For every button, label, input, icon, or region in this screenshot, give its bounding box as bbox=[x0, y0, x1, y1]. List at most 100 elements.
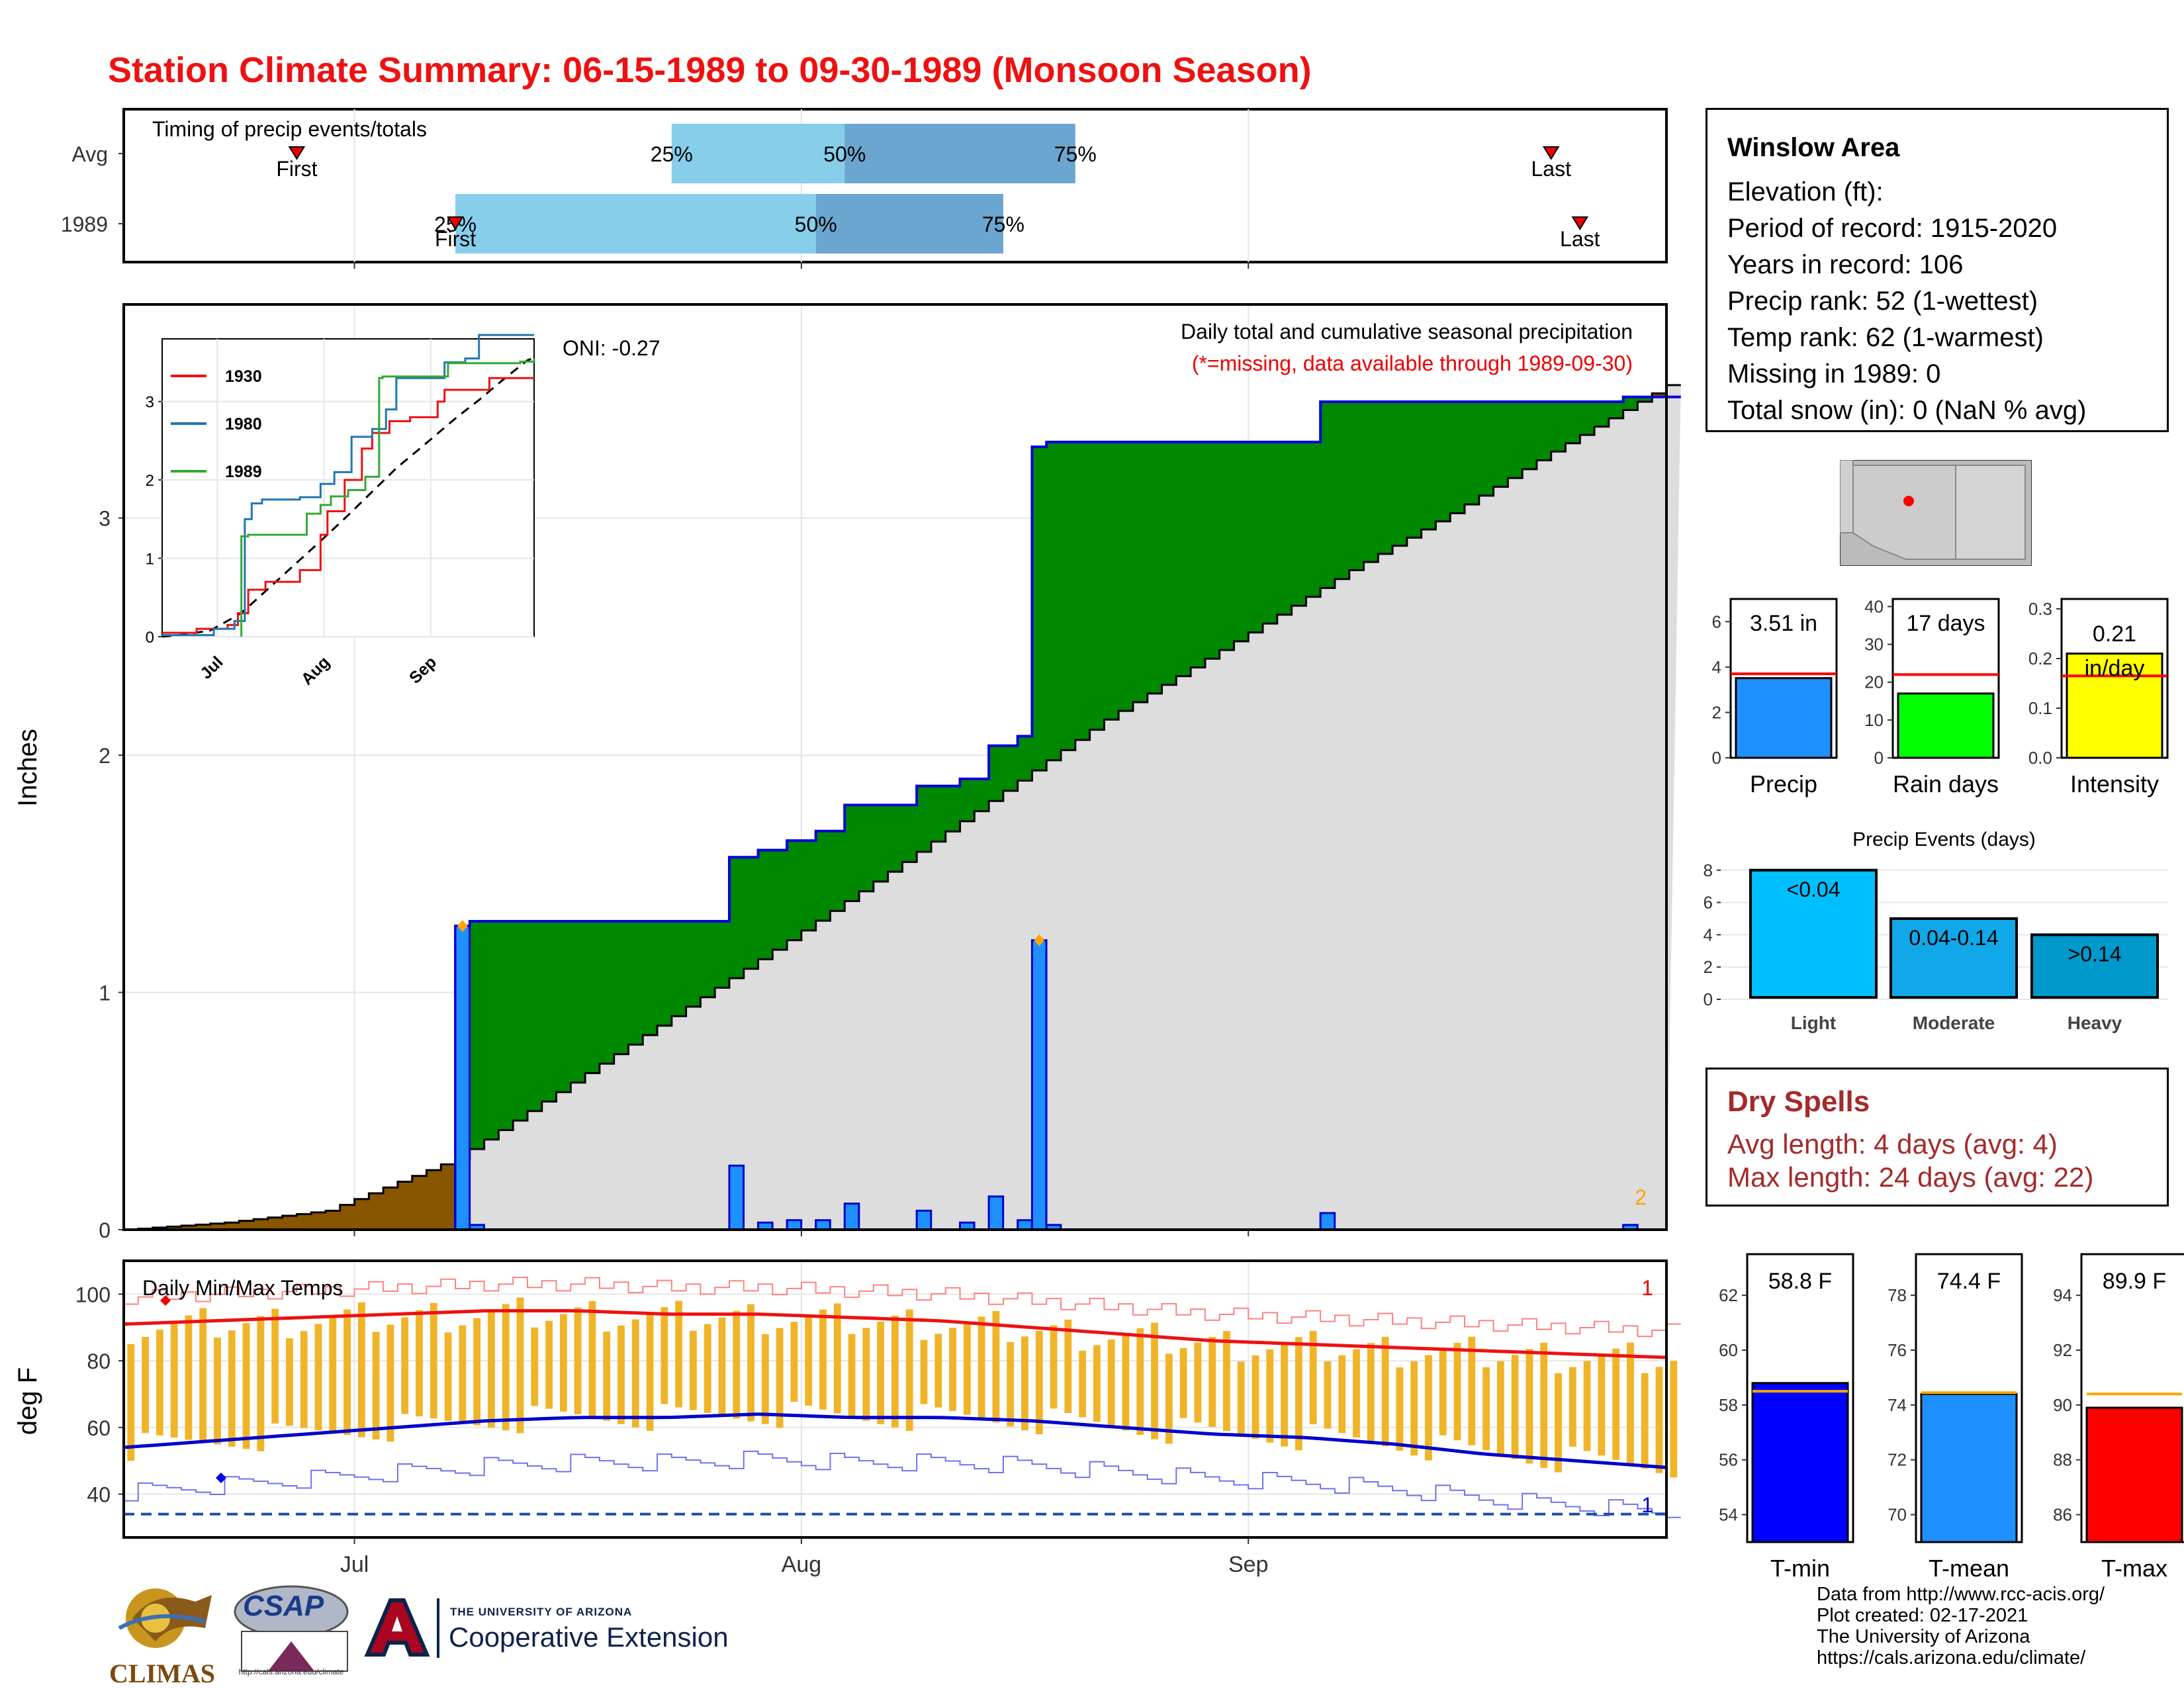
temp-bar-ytick-label: 72 bbox=[1888, 1450, 1907, 1470]
daily-temp-bar bbox=[357, 1302, 365, 1438]
climas-wordmark: CLIMAS bbox=[109, 1659, 216, 1688]
daily-precip-bar bbox=[1017, 1219, 1033, 1231]
daily-temp-bar bbox=[1251, 1355, 1259, 1439]
daily-temp-bar bbox=[848, 1334, 856, 1418]
daily-temp-bar bbox=[675, 1301, 683, 1408]
temp-bar-name: T-min bbox=[1770, 1555, 1830, 1582]
surplus-area bbox=[815, 831, 831, 921]
timing-p25-label: 25% bbox=[651, 142, 693, 166]
footer-url: https://cals.arizona.edu/climate/ bbox=[1817, 1647, 2086, 1668]
csap-cloud-icon: http://cals.arizona.edu/climate bbox=[234, 1585, 349, 1676]
mini-bar-value bbox=[2066, 653, 2163, 759]
surplus-area bbox=[743, 857, 759, 969]
daily-temp-bar bbox=[776, 1328, 784, 1428]
temp-ytick-label: 60 bbox=[87, 1416, 111, 1440]
surplus-area bbox=[1608, 401, 1624, 419]
daily-temp-bar bbox=[1641, 1373, 1649, 1469]
surplus-area bbox=[1320, 401, 1336, 588]
deficit-area bbox=[253, 1219, 269, 1230]
surplus-area bbox=[1392, 401, 1408, 546]
timing-p75-label: 75% bbox=[982, 212, 1024, 236]
daily-temp-bar bbox=[646, 1313, 654, 1431]
daily-temp-bar bbox=[1670, 1361, 1678, 1478]
deficit-area bbox=[239, 1220, 254, 1230]
temp-bar-ytick-label: 78 bbox=[1888, 1285, 1907, 1305]
temp-ytick-label: 40 bbox=[87, 1483, 111, 1507]
timing-p75-label: 75% bbox=[1054, 142, 1097, 166]
record-marker bbox=[457, 920, 468, 933]
surplus-area bbox=[1565, 401, 1580, 443]
daily-temp-bar bbox=[343, 1309, 351, 1436]
timing-bar-50-75 bbox=[844, 124, 1075, 183]
daily-temp-bar bbox=[1281, 1343, 1288, 1447]
daily-temp-bar bbox=[1237, 1361, 1245, 1436]
daily-precip-bar bbox=[1030, 939, 1048, 1231]
temp-bar-ytick-label: 60 bbox=[1719, 1340, 1738, 1360]
daily-temp-bar bbox=[747, 1304, 754, 1422]
surplus-area bbox=[1017, 736, 1032, 781]
avg-cumulative-line bbox=[124, 384, 1681, 1231]
daily-temp-bar bbox=[819, 1309, 827, 1410]
station-info-box: Winslow Area Elevation (ft): Period of re… bbox=[1706, 108, 2169, 432]
inset-avg-line bbox=[161, 357, 535, 638]
temp-bar-ytick-label: 94 bbox=[2053, 1285, 2072, 1305]
daily-temp-bar bbox=[1223, 1331, 1230, 1432]
surplus-area bbox=[960, 778, 975, 821]
dry-spells-box: Dry Spells Avg length: 4 days (avg: 4) M… bbox=[1706, 1068, 2169, 1207]
deficit-area bbox=[1652, 393, 1667, 397]
daily-temp-bar bbox=[1064, 1319, 1072, 1413]
daily-temp-bar bbox=[1309, 1330, 1317, 1425]
daily-temp-bar bbox=[314, 1324, 322, 1431]
inset-ytick-label: 0 bbox=[146, 629, 154, 647]
station-info-line: Precip rank: 52 (1-wettest) bbox=[1727, 287, 2038, 316]
daily-temp-bar bbox=[228, 1330, 236, 1447]
temp-bar-value-label: 58.8 F bbox=[1768, 1269, 1832, 1294]
daily-temp-bar bbox=[1007, 1342, 1015, 1427]
mini-bar-ytick-label: 2 bbox=[1712, 702, 1721, 722]
surplus-area bbox=[772, 850, 788, 950]
deficit-area bbox=[210, 1223, 225, 1230]
deficit-area bbox=[224, 1222, 240, 1230]
surplus-area bbox=[1580, 401, 1595, 435]
deficit-area bbox=[340, 1205, 355, 1230]
surplus-area bbox=[1118, 441, 1134, 711]
temp-bar-name: T-mean bbox=[1929, 1555, 2009, 1582]
station-info-line: Period of record: 1915-2020 bbox=[1727, 214, 2058, 243]
station-name: Winslow Area bbox=[1727, 133, 1900, 162]
daily-temp-bar bbox=[891, 1315, 899, 1428]
daily-temp-bar bbox=[1367, 1343, 1375, 1442]
record-high-count: 1 bbox=[1641, 1276, 1653, 1300]
daily-temp-bar bbox=[963, 1322, 971, 1415]
daily-temp-bar bbox=[949, 1328, 956, 1411]
daily-temp-bar bbox=[300, 1331, 308, 1428]
mini-bar-ytick-label: 0 bbox=[1874, 748, 1884, 768]
station-location-marker bbox=[1903, 496, 1914, 506]
daily-temp-bar bbox=[1165, 1353, 1173, 1444]
inset-legend-label: 1930 bbox=[225, 367, 262, 386]
daily-temp-bar bbox=[185, 1315, 193, 1440]
precip-ytick-label: 1 bbox=[99, 981, 111, 1005]
temp-panel-label: Daily Min/Max Temps bbox=[142, 1276, 343, 1300]
oni-label: ONI: -0.27 bbox=[563, 336, 660, 360]
daily-temp-bar bbox=[1468, 1336, 1476, 1445]
timing-p50-label: 50% bbox=[823, 142, 866, 166]
daily-temp-bar bbox=[733, 1310, 741, 1419]
events-ytick-label: 6 bbox=[1704, 893, 1713, 913]
timing-first-marker bbox=[447, 216, 464, 230]
daily-temp-bar bbox=[1511, 1355, 1519, 1459]
daily-precip-bar bbox=[843, 1203, 860, 1231]
daily-temp-bar bbox=[1439, 1349, 1447, 1436]
csap-wordmark: CSAP bbox=[243, 1590, 324, 1622]
new-mexico-shape bbox=[1955, 465, 2026, 560]
daily-temp-bar bbox=[1353, 1349, 1360, 1438]
timing-last-marker bbox=[1571, 216, 1589, 230]
mini-bar-value bbox=[1897, 692, 1995, 759]
daily-precip-bar bbox=[987, 1195, 1005, 1231]
surplus-area bbox=[628, 921, 643, 1045]
record-high-line bbox=[124, 1277, 1681, 1338]
precip-panel: 0 1 2 3 Inches Daily total and cumulative sea… bbox=[13, 303, 1681, 1242]
daily-temp-bar bbox=[1583, 1361, 1591, 1451]
surplus-area bbox=[1421, 401, 1436, 530]
daily-temp-bar bbox=[1179, 1347, 1187, 1418]
precip-ytick-label: 3 bbox=[99, 507, 111, 531]
